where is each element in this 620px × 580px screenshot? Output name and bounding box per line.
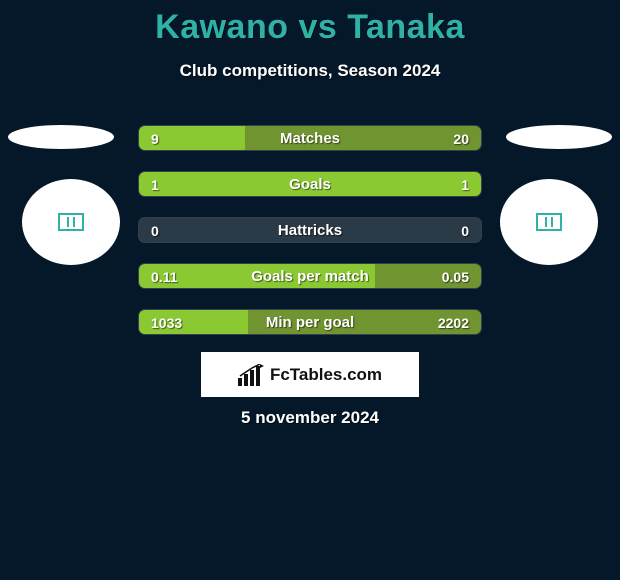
page-subtitle: Club competitions, Season 2024 bbox=[0, 61, 620, 81]
stat-bar: 0.110.05Goals per match bbox=[138, 263, 482, 289]
stat-label: Matches bbox=[139, 126, 481, 151]
player-left-sleeves bbox=[8, 125, 114, 149]
stat-bar: 00Hattricks bbox=[138, 217, 482, 243]
stat-bar: 920Matches bbox=[138, 125, 482, 151]
player-right-sleeves bbox=[506, 125, 612, 149]
stat-label: Goals bbox=[139, 172, 481, 197]
shirt-icon bbox=[58, 213, 84, 231]
stat-bar: 11Goals bbox=[138, 171, 482, 197]
stat-label: Goals per match bbox=[139, 264, 481, 289]
stat-label: Min per goal bbox=[139, 310, 481, 335]
page-title: Kawano vs Tanaka bbox=[0, 0, 620, 47]
player-left-shirt bbox=[22, 179, 120, 265]
comparison-bars: 920Matches 11Goals 00Hattricks 0.110.05Goal… bbox=[138, 125, 482, 355]
logo-text: FcTables.com bbox=[270, 365, 382, 385]
shirt-icon bbox=[536, 213, 562, 231]
bar-chart-icon bbox=[238, 364, 264, 386]
stat-label: Hattricks bbox=[139, 218, 481, 243]
player-right-shirt bbox=[500, 179, 598, 265]
stat-bar: 10332202Min per goal bbox=[138, 309, 482, 335]
source-logo: FcTables.com bbox=[201, 352, 419, 397]
date-label: 5 november 2024 bbox=[0, 408, 620, 428]
